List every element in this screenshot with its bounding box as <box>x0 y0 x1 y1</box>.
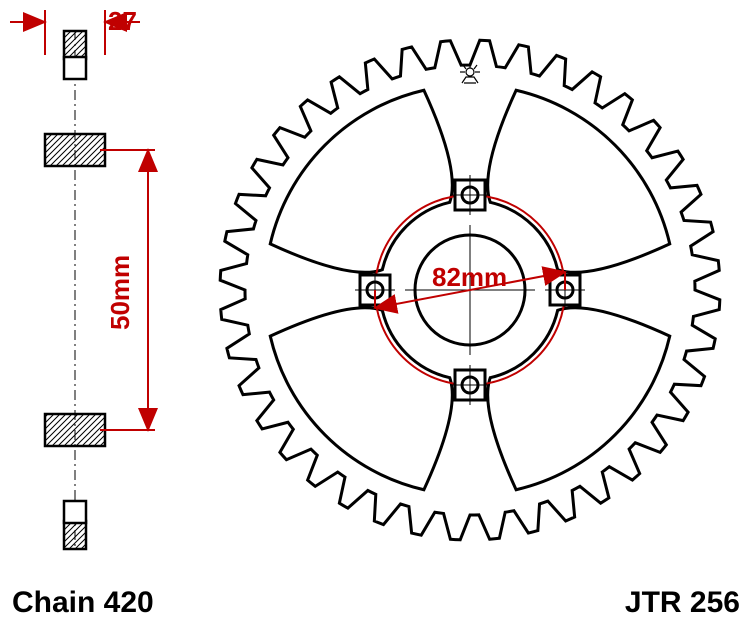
side-profile <box>45 30 105 550</box>
dim-bolt-circle-label: 82mm <box>432 262 507 293</box>
dim-bore-label: 50mm <box>105 255 136 330</box>
chain-spec-label: Chain 420 <box>12 586 154 620</box>
part-number-label: JTR 256 <box>625 586 740 620</box>
dim-hub-width-label: 27 <box>108 6 137 37</box>
